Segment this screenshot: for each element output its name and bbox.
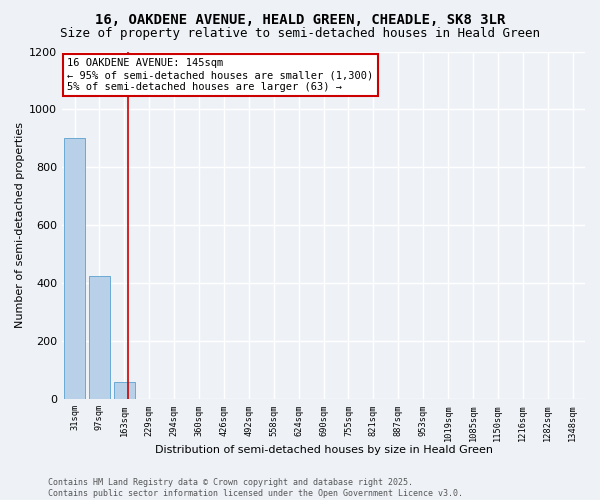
Text: 16 OAKDENE AVENUE: 145sqm
← 95% of semi-detached houses are smaller (1,300)
5% o: 16 OAKDENE AVENUE: 145sqm ← 95% of semi-… [67, 58, 374, 92]
Bar [114, 382, 135, 399]
X-axis label: Distribution of semi-detached houses by size in Heald Green: Distribution of semi-detached houses by … [155, 445, 493, 455]
Text: Size of property relative to semi-detached houses in Heald Green: Size of property relative to semi-detach… [60, 28, 540, 40]
Bar [89, 276, 110, 399]
Text: Contains HM Land Registry data © Crown copyright and database right 2025.
Contai: Contains HM Land Registry data © Crown c… [48, 478, 463, 498]
Bar [64, 138, 85, 399]
Y-axis label: Number of semi-detached properties: Number of semi-detached properties [15, 122, 25, 328]
Text: 16, OAKDENE AVENUE, HEALD GREEN, CHEADLE, SK8 3LR: 16, OAKDENE AVENUE, HEALD GREEN, CHEADLE… [95, 12, 505, 26]
